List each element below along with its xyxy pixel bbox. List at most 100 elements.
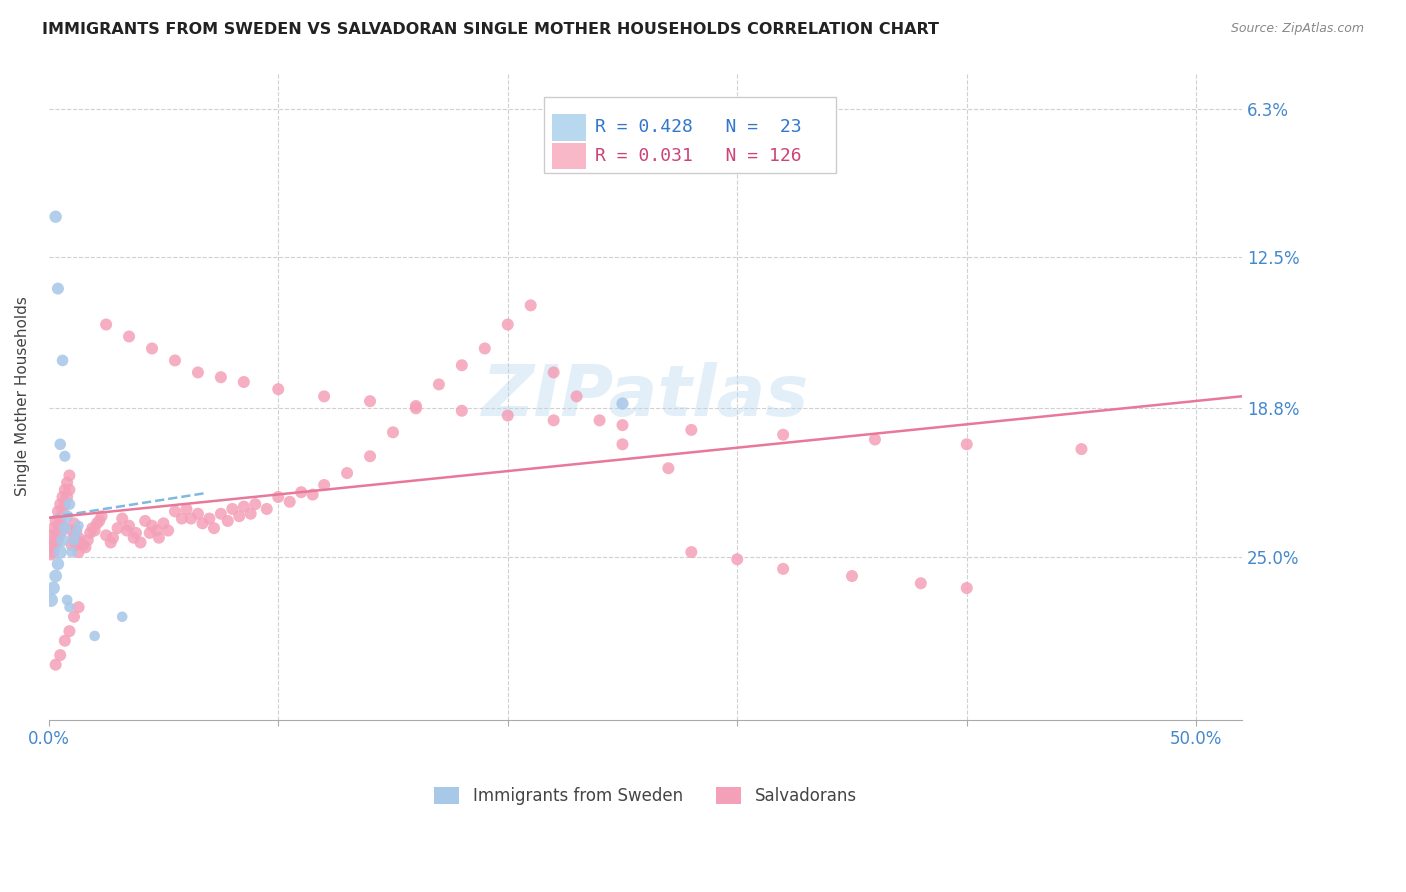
Point: [76, 533, 98, 548]
Point: [122, 531, 145, 545]
Legend: Immigrants from Sweden, Salvadorans: Immigrants from Sweden, Salvadorans: [427, 780, 863, 812]
Point: [60, 538, 83, 552]
Point: [134, 514, 156, 528]
Point: [232, 375, 254, 389]
Point: [56, 593, 79, 607]
Point: [278, 495, 301, 509]
Point: [63, 531, 86, 545]
Point: [336, 466, 359, 480]
Point: [256, 502, 278, 516]
Point: [565, 389, 588, 403]
Point: [89, 514, 111, 528]
Point: [152, 516, 174, 531]
Point: [67, 600, 90, 615]
Point: [45, 210, 67, 224]
Point: [45, 538, 67, 552]
Point: [70, 535, 93, 549]
Point: [56, 490, 79, 504]
Point: [217, 514, 239, 528]
Point: [75, 541, 97, 555]
Point: [209, 370, 232, 384]
Y-axis label: Single Mother Households: Single Mother Households: [15, 296, 30, 496]
Point: [94, 318, 117, 332]
Point: [46, 533, 69, 548]
Point: [141, 518, 163, 533]
Point: [100, 535, 122, 549]
Point: [58, 497, 80, 511]
Point: [543, 413, 565, 427]
Point: [427, 377, 450, 392]
Point: [232, 500, 254, 514]
Point: [405, 401, 427, 416]
Point: [910, 576, 932, 591]
Point: [956, 581, 979, 595]
Point: [612, 418, 634, 433]
Point: [267, 490, 290, 504]
Point: [65, 538, 87, 552]
Point: [63, 516, 86, 531]
Point: [46, 282, 69, 296]
Point: [841, 569, 863, 583]
Point: [115, 524, 138, 538]
Point: [51, 353, 73, 368]
Point: [51, 533, 73, 548]
Point: [60, 524, 83, 538]
Point: [45, 514, 67, 528]
Point: [56, 475, 79, 490]
Point: [45, 528, 67, 542]
Point: [245, 497, 267, 511]
Point: [45, 569, 67, 583]
Bar: [553, 143, 586, 169]
Point: [67, 518, 90, 533]
Point: [49, 497, 72, 511]
Point: [39, 593, 62, 607]
Point: [107, 521, 129, 535]
Point: [49, 437, 72, 451]
Point: [772, 427, 794, 442]
Point: [65, 525, 87, 540]
Point: [180, 511, 202, 525]
Bar: [553, 113, 586, 141]
Point: [129, 535, 152, 549]
Point: [657, 461, 679, 475]
Point: [53, 497, 76, 511]
Point: [46, 557, 69, 571]
Point: [94, 528, 117, 542]
Point: [141, 342, 163, 356]
Point: [79, 525, 101, 540]
Point: [42, 535, 65, 549]
Point: [148, 531, 170, 545]
Point: [681, 545, 703, 559]
Point: [111, 511, 134, 525]
Point: [202, 521, 225, 535]
Point: [163, 353, 186, 368]
Point: [46, 518, 69, 533]
Point: [209, 507, 232, 521]
Point: [170, 511, 193, 525]
Point: [39, 548, 62, 562]
Point: [63, 533, 86, 548]
Point: [67, 531, 90, 545]
Text: R = 0.428   N =  23: R = 0.428 N = 23: [595, 119, 801, 136]
Point: [290, 485, 312, 500]
Point: [53, 450, 76, 464]
Point: [58, 468, 80, 483]
Point: [82, 521, 104, 535]
Point: [125, 525, 148, 540]
Point: [42, 545, 65, 559]
Point: [450, 358, 472, 372]
Point: [65, 524, 87, 538]
Point: [588, 413, 610, 427]
Text: IMMIGRANTS FROM SWEDEN VS SALVADORAN SINGLE MOTHER HOUSEHOLDS CORRELATION CHART: IMMIGRANTS FROM SWEDEN VS SALVADORAN SIN…: [42, 22, 939, 37]
Point: [56, 509, 79, 524]
Point: [450, 403, 472, 417]
Point: [221, 502, 243, 516]
Point: [58, 483, 80, 497]
Point: [39, 528, 62, 542]
Point: [314, 478, 336, 492]
Point: [72, 538, 94, 552]
Point: [496, 409, 519, 423]
Point: [1070, 442, 1092, 456]
Point: [314, 389, 336, 403]
Point: [543, 366, 565, 380]
